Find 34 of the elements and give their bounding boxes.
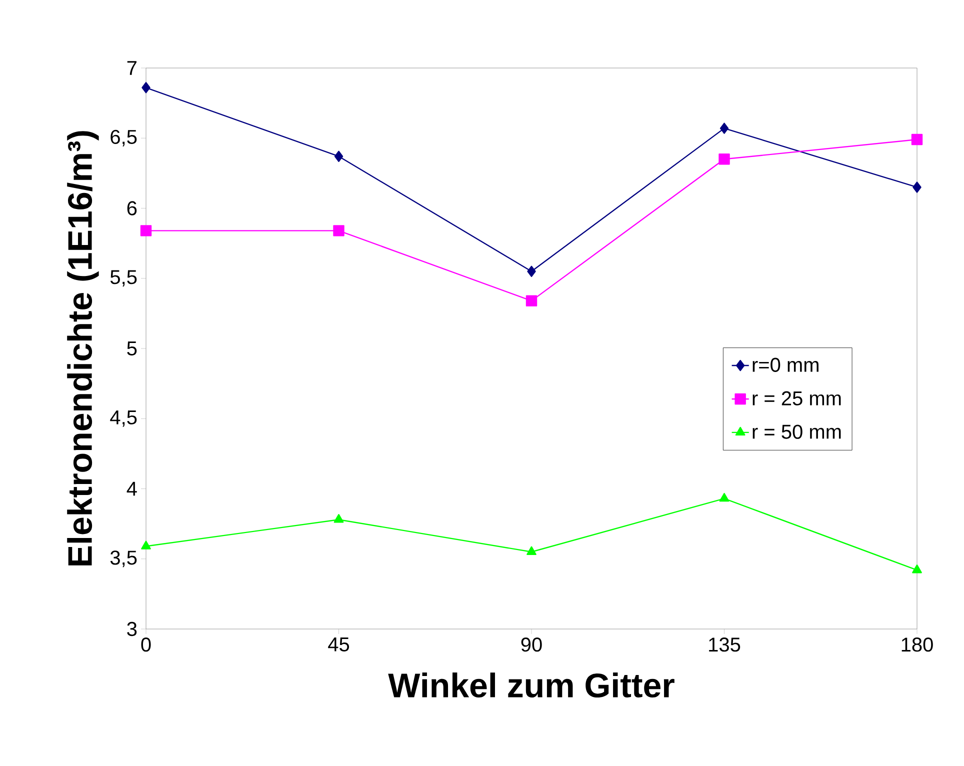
y-tick-label: 5,5 <box>110 270 137 287</box>
point <box>526 546 536 555</box>
x-tick-label: 135 <box>709 638 740 652</box>
point <box>911 134 923 146</box>
point <box>527 266 536 277</box>
point <box>334 150 344 162</box>
point <box>140 225 152 236</box>
y-tick-label: 5 <box>127 342 137 356</box>
y-tick-label: 3,5 <box>110 550 137 568</box>
y-tick-label: 4 <box>126 482 137 496</box>
legend-label: r = 50 mm <box>752 424 841 439</box>
point <box>333 225 344 236</box>
x-tick-label: 45 <box>328 638 350 652</box>
y-axis-title: Elektronendichte (1E16/m³) <box>67 131 99 566</box>
point <box>912 564 922 574</box>
point <box>719 492 730 502</box>
legend-label: r=0 mm <box>752 358 818 372</box>
y-tick-label: 3 <box>127 622 137 636</box>
point <box>718 154 730 165</box>
x-tick-label: 90 <box>521 638 542 652</box>
x-tick-label: 180 <box>902 638 933 652</box>
point <box>912 182 922 193</box>
y-tick-label: 6,5 <box>110 130 137 146</box>
y-tick-label: 6 <box>127 201 137 216</box>
y-tick-label: 7 <box>127 61 136 75</box>
x-tick-label: 0 <box>141 638 151 652</box>
x-axis-title: Winkel zum Gitter <box>388 672 674 698</box>
point <box>720 122 729 134</box>
point <box>526 295 538 306</box>
point <box>334 514 344 523</box>
point <box>142 82 150 94</box>
legend-label: r = 25 mm <box>752 391 841 406</box>
point <box>141 540 151 550</box>
y-tick-label: 4,5 <box>110 410 137 427</box>
